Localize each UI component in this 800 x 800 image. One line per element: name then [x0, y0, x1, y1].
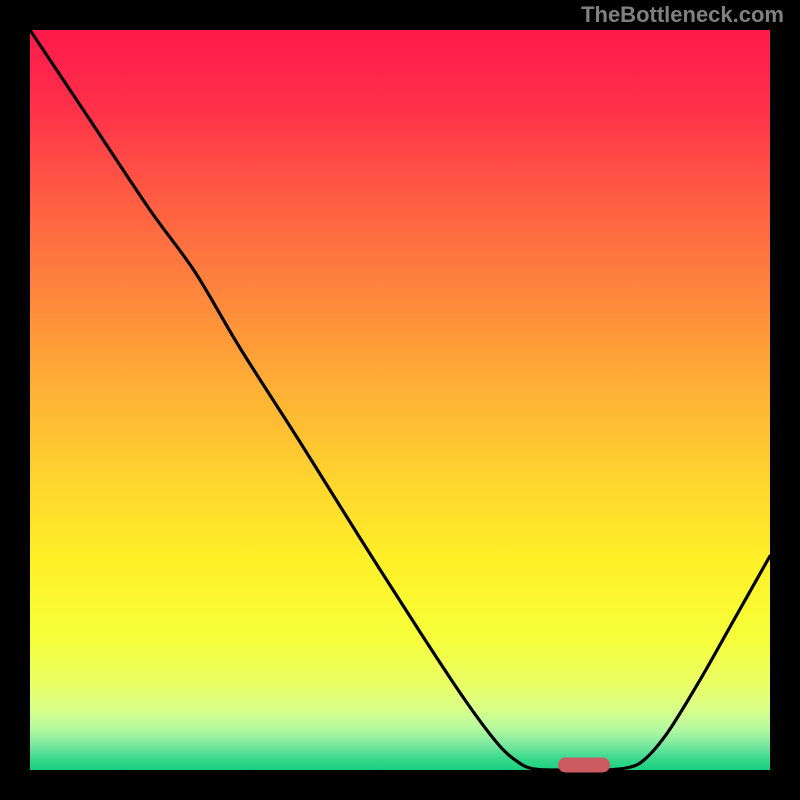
bottleneck-chart [0, 0, 800, 800]
watermark-text: TheBottleneck.com [581, 2, 784, 28]
optimal-marker [558, 758, 610, 773]
plot-background [30, 30, 770, 770]
